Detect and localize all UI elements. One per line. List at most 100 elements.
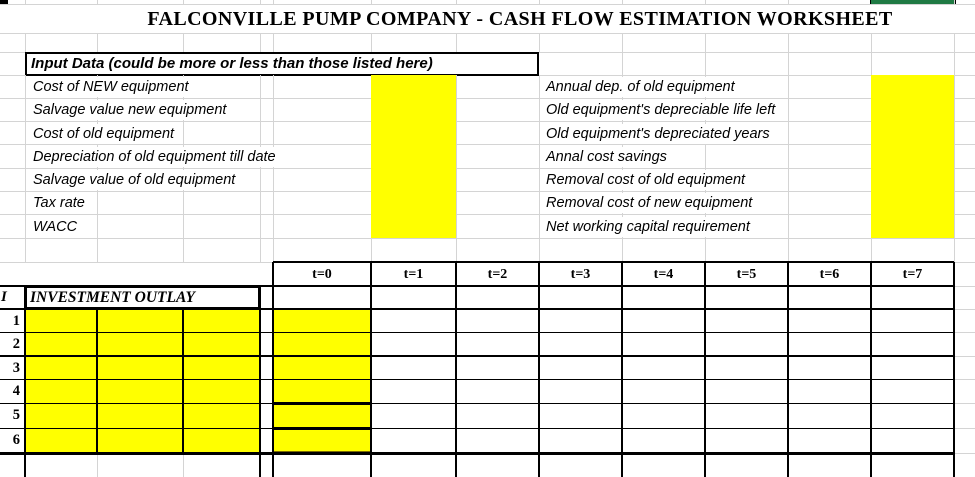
gridline	[370, 238, 372, 262]
input-value-cell-right[interactable]	[871, 168, 954, 192]
input-value-cell-left[interactable]	[371, 214, 456, 238]
table-cell[interactable]	[788, 309, 871, 333]
table-cell[interactable]	[539, 286, 622, 309]
gridline	[538, 238, 540, 262]
outlay-entry-cell[interactable]	[183, 379, 260, 404]
outlay-t0-cell[interactable]	[273, 379, 371, 404]
table-cell[interactable]	[871, 356, 954, 380]
table-cell[interactable]	[371, 286, 456, 309]
input-value-cell-left[interactable]	[371, 121, 456, 145]
table-cell[interactable]	[622, 429, 705, 454]
table-cell[interactable]	[705, 333, 788, 357]
table-cell[interactable]	[371, 380, 456, 404]
table-cell[interactable]	[705, 286, 788, 309]
input-value-cell-right[interactable]	[871, 75, 954, 99]
table-cell[interactable]	[871, 429, 954, 454]
table-border	[0, 452, 954, 455]
table-cell[interactable]	[705, 380, 788, 404]
outlay-entry-cell[interactable]	[183, 403, 260, 429]
outlay-entry-cell[interactable]	[97, 356, 183, 380]
outlay-entry-cell[interactable]	[25, 379, 97, 404]
outlay-entry-cell[interactable]	[183, 428, 260, 454]
input-value-cell-right[interactable]	[871, 191, 954, 215]
input-value-cell-right[interactable]	[871, 144, 954, 169]
outlay-entry-cell[interactable]	[25, 332, 97, 356]
input-value-cell-left[interactable]	[371, 144, 456, 169]
gridline	[456, 121, 871, 123]
outlay-entry-cell[interactable]	[97, 309, 183, 333]
table-cell[interactable]	[871, 286, 954, 309]
table-cell[interactable]	[456, 356, 539, 380]
table-cell[interactable]	[456, 286, 539, 309]
input-value-cell-left[interactable]	[371, 75, 456, 99]
table-cell[interactable]	[705, 404, 788, 429]
outlay-t0-cell[interactable]	[273, 428, 371, 454]
outlay-t0-cell[interactable]	[273, 356, 371, 380]
table-cell[interactable]	[622, 380, 705, 404]
outlay-entry-cell[interactable]	[97, 332, 183, 356]
table-cell[interactable]	[456, 404, 539, 429]
outlay-entry-cell[interactable]	[183, 356, 260, 380]
table-cell[interactable]	[539, 356, 622, 380]
outlay-entry-cell[interactable]	[25, 428, 97, 454]
table-border	[259, 286, 261, 477]
table-cell[interactable]	[622, 333, 705, 357]
gridline	[0, 3, 975, 5]
outlay-entry-cell[interactable]	[25, 403, 97, 429]
table-cell[interactable]	[788, 356, 871, 380]
outlay-entry-cell[interactable]	[97, 379, 183, 404]
table-cell[interactable]	[622, 356, 705, 380]
table-cell[interactable]	[622, 404, 705, 429]
table-cell[interactable]	[788, 429, 871, 454]
input-value-cell-left[interactable]	[371, 98, 456, 122]
input-value-cell-right[interactable]	[871, 214, 954, 238]
table-cell[interactable]	[788, 404, 871, 429]
table-cell[interactable]	[871, 333, 954, 357]
table-cell[interactable]	[371, 309, 456, 333]
outlay-entry-cell[interactable]	[97, 428, 183, 454]
table-cell[interactable]	[788, 286, 871, 309]
gridline	[870, 238, 872, 262]
table-cell[interactable]	[871, 404, 954, 429]
table-cell[interactable]	[539, 380, 622, 404]
outlay-t0-cell[interactable]	[273, 309, 371, 333]
outlay-entry-cell[interactable]	[183, 332, 260, 356]
table-cell[interactable]	[456, 309, 539, 333]
table-cell[interactable]	[539, 404, 622, 429]
gridline	[96, 33, 98, 52]
table-cell[interactable]	[456, 429, 539, 454]
table-cell[interactable]	[539, 333, 622, 357]
table-cell[interactable]	[788, 380, 871, 404]
input-value-cell-right[interactable]	[871, 121, 954, 145]
worksheet-title: FALCONVILLE PUMP COMPANY - CASH FLOW EST…	[147, 8, 893, 30]
outlay-t0-cell[interactable]	[273, 332, 371, 356]
table-cell[interactable]	[371, 333, 456, 357]
table-border	[0, 402, 954, 405]
table-cell[interactable]	[273, 286, 371, 309]
input-value-cell-left[interactable]	[371, 168, 456, 192]
table-cell[interactable]	[705, 356, 788, 380]
table-cell[interactable]	[371, 429, 456, 454]
table-cell[interactable]	[456, 380, 539, 404]
outlay-entry-cell[interactable]	[183, 309, 260, 333]
table-cell[interactable]	[456, 333, 539, 357]
outlay-t0-cell[interactable]	[273, 403, 371, 429]
table-cell[interactable]	[871, 309, 954, 333]
outlay-entry-cell[interactable]	[25, 356, 97, 380]
table-cell[interactable]	[622, 286, 705, 309]
table-cell[interactable]	[371, 404, 456, 429]
table-cell[interactable]	[871, 380, 954, 404]
input-label-right: Old equipment's depreciable life left	[543, 100, 779, 121]
table-cell[interactable]	[705, 429, 788, 454]
table-cell[interactable]	[705, 309, 788, 333]
table-cell[interactable]	[622, 309, 705, 333]
outlay-entry-cell[interactable]	[25, 309, 97, 333]
input-value-cell-right[interactable]	[871, 98, 954, 122]
input-label-left: WACC	[30, 216, 81, 237]
table-cell[interactable]	[788, 333, 871, 357]
input-value-cell-left[interactable]	[371, 191, 456, 215]
table-cell[interactable]	[539, 309, 622, 333]
table-cell[interactable]	[539, 429, 622, 454]
outlay-entry-cell[interactable]	[97, 403, 183, 429]
table-cell[interactable]	[371, 356, 456, 380]
